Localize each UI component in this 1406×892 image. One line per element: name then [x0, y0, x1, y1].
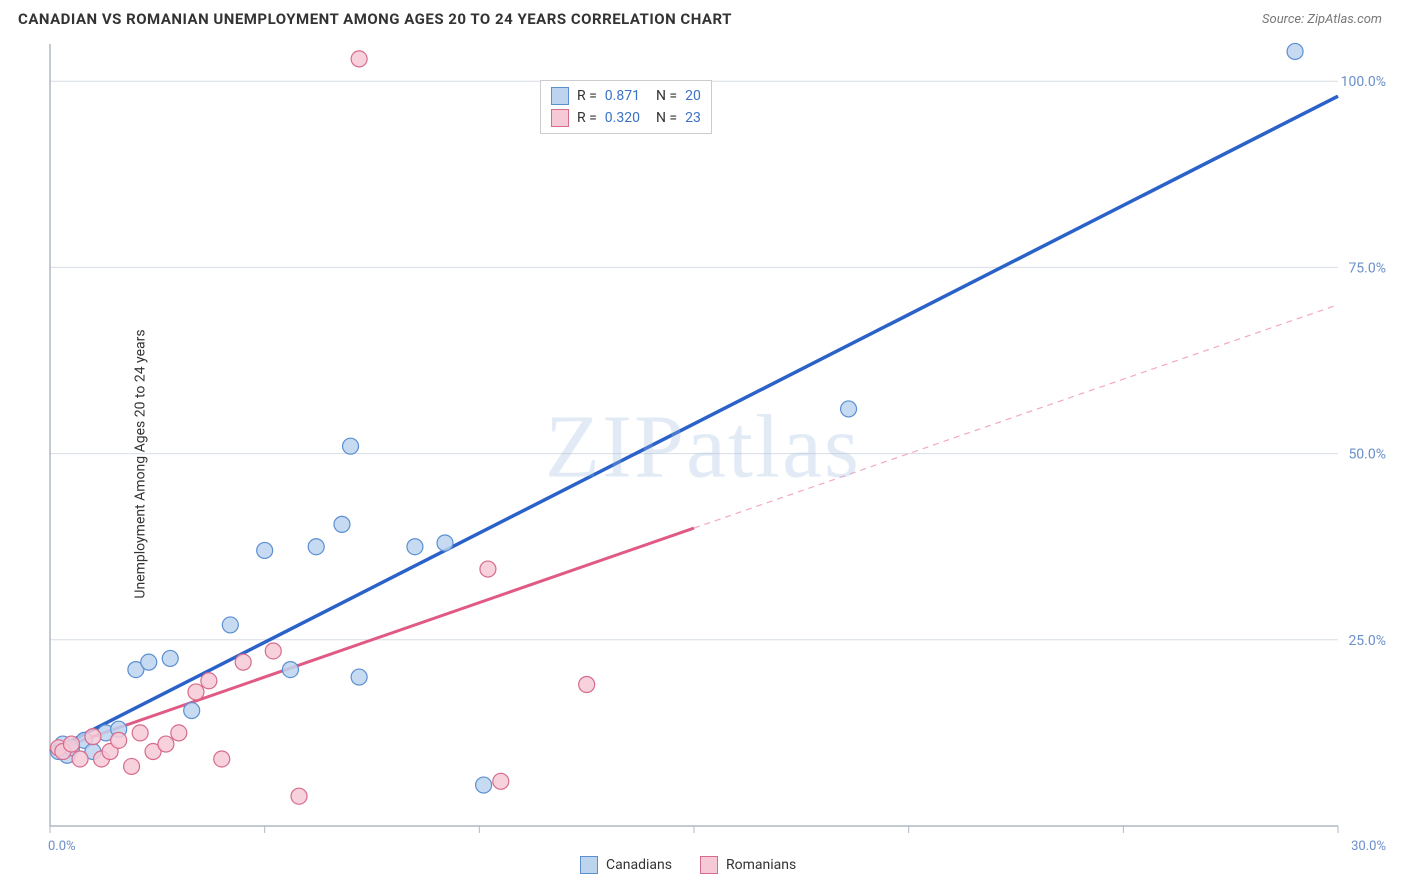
stats-n-label: N = — [656, 110, 677, 126]
x-axis-max-label: 30.0% — [1351, 839, 1386, 854]
legend-item: Canadians — [580, 856, 672, 874]
stats-r-label: R = — [577, 88, 597, 104]
chart-title: CANADIAN VS ROMANIAN UNEMPLOYMENT AMONG … — [18, 10, 732, 28]
stats-r-value: 0.871 — [605, 88, 640, 104]
legend-label: Romanians — [726, 857, 796, 873]
scatter-plot: 25.0% 50.0% 75.0% 100.0% — [0, 36, 1406, 892]
stats-swatch — [551, 87, 569, 105]
stats-n-value: 20 — [685, 88, 701, 104]
stats-box: R = 0.871 N = 20 R = 0.320 N = 23 — [540, 80, 712, 134]
chart-source: Source: ZipAtlas.com — [1262, 12, 1382, 27]
y-tick-label: 25.0% — [1348, 633, 1386, 649]
y-tick-label: 100.0% — [1341, 74, 1386, 90]
y-tick-label: 75.0% — [1348, 260, 1386, 276]
stats-n-label: N = — [656, 88, 677, 104]
legend-swatch — [700, 856, 718, 874]
stats-swatch — [551, 109, 569, 127]
legend: Canadians Romanians — [580, 856, 796, 874]
stats-row: R = 0.871 N = 20 — [551, 85, 701, 107]
y-axis-label: Unemployment Among Ages 20 to 24 years — [133, 329, 149, 598]
chart-area: Unemployment Among Ages 20 to 24 years Z… — [0, 36, 1406, 892]
y-tick-label: 50.0% — [1348, 447, 1386, 463]
legend-label: Canadians — [606, 857, 672, 873]
stats-n-value: 23 — [685, 110, 701, 126]
legend-swatch — [580, 856, 598, 874]
stats-r-value: 0.320 — [605, 110, 640, 126]
stats-row: R = 0.320 N = 23 — [551, 107, 701, 129]
x-axis-min-label: 0.0% — [48, 839, 76, 854]
page-header: CANADIAN VS ROMANIAN UNEMPLOYMENT AMONG … — [0, 0, 1406, 34]
stats-r-label: R = — [577, 110, 597, 126]
legend-item: Romanians — [700, 856, 796, 874]
